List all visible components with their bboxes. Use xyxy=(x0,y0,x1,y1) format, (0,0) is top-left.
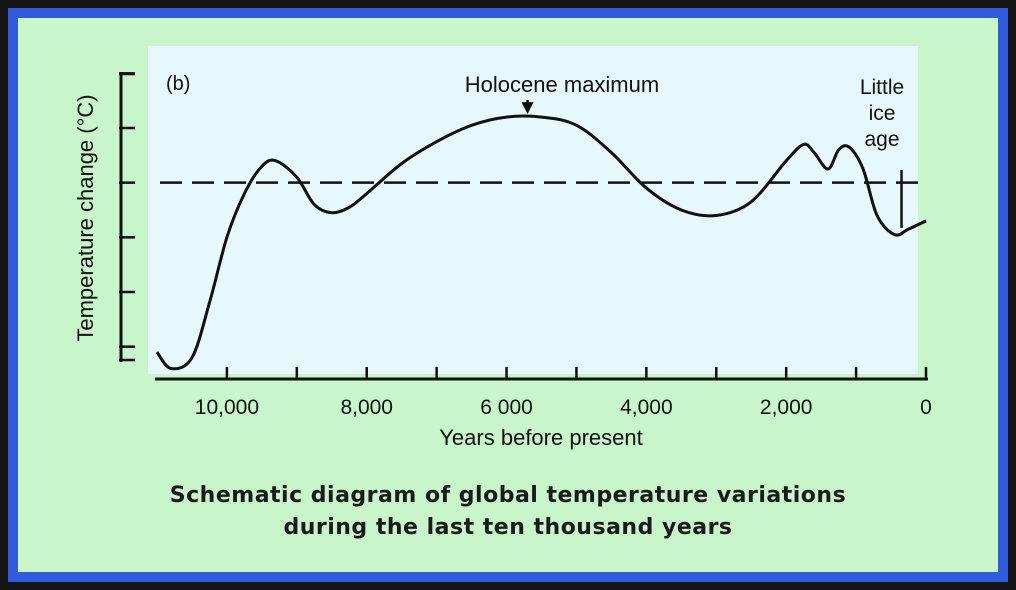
x-axis-title: Years before present xyxy=(439,425,642,450)
little-ice-age-label-line: ice xyxy=(869,102,896,125)
holocene-arrow-head xyxy=(521,102,534,115)
axes-layer: 10,000 8,000 6 000 4,000 2,000 0 xyxy=(119,72,932,419)
x-tick-label: 2,000 xyxy=(760,396,813,419)
little-ice-age-label-line: age xyxy=(864,128,899,151)
caption-line-1: Schematic diagram of global temperature … xyxy=(169,483,847,508)
little-ice-age-label-line: Little xyxy=(860,76,904,99)
x-tick-label: 10,000 xyxy=(195,396,259,419)
holocene-maximum-label: Holocene maximum xyxy=(465,72,659,97)
plot-area xyxy=(148,46,918,374)
series-layer xyxy=(155,114,927,371)
x-tick-label: 6 000 xyxy=(480,396,533,419)
temperature-curve xyxy=(155,114,927,371)
caption-line-2: during the last ten thousand years xyxy=(283,515,733,540)
panel-label: (b) xyxy=(166,73,190,95)
annotation-layer: Holocene maximum Little ice age xyxy=(465,72,904,228)
x-tick-label: 4,000 xyxy=(620,396,673,419)
x-tick-label: 8,000 xyxy=(340,396,393,419)
y-axis-title: Temperature change (°C) xyxy=(73,94,98,341)
figure-caption: Schematic diagram of global temperature … xyxy=(0,480,1016,544)
x-tick-label: 0 xyxy=(920,396,932,419)
